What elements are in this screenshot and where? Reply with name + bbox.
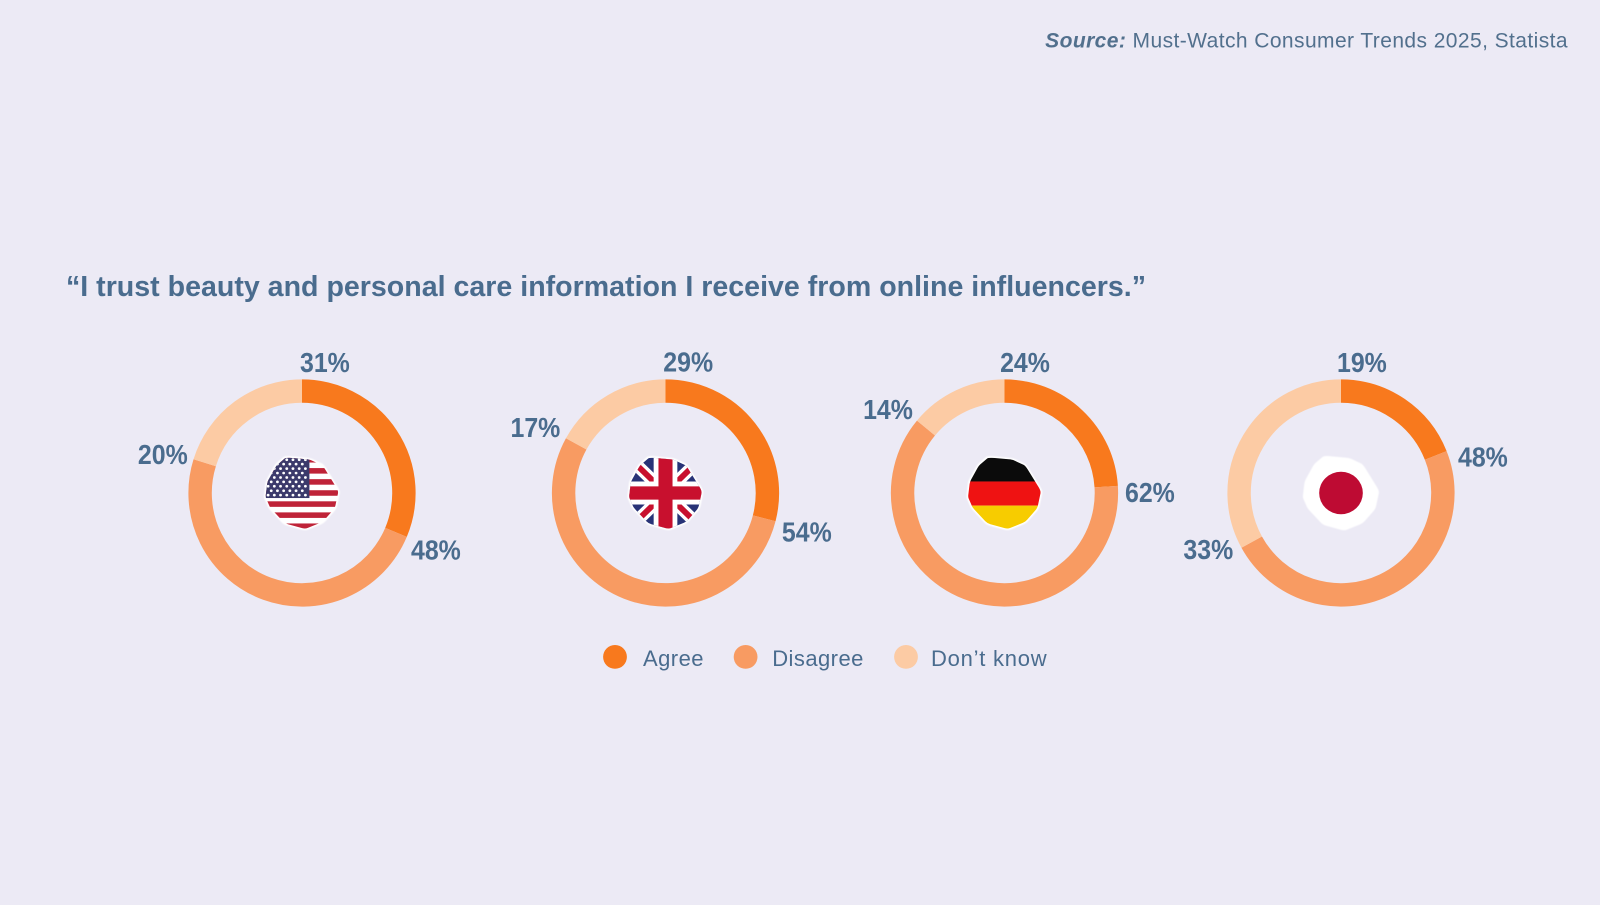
svg-text:62%: 62% <box>1125 477 1175 508</box>
svg-text:24%: 24% <box>1000 347 1050 378</box>
svg-text:19%: 19% <box>1337 347 1387 378</box>
svg-text:54%: 54% <box>782 517 832 548</box>
svg-text:31%: 31% <box>300 347 350 378</box>
svg-text:14%: 14% <box>863 394 913 425</box>
svg-text:33%: 33% <box>1183 534 1233 565</box>
svg-text:20%: 20% <box>138 439 188 470</box>
svg-text:48%: 48% <box>411 534 461 565</box>
svg-text:48%: 48% <box>1458 442 1508 473</box>
svg-text:Agree: Agree <box>643 646 704 671</box>
svg-text:Disagree: Disagree <box>772 646 864 671</box>
svg-text:Don’t know: Don’t know <box>931 646 1047 671</box>
svg-text:Source: Must-Watch Consumer Tr: Source: Must-Watch Consumer Trends 2025,… <box>1045 30 1568 53</box>
svg-text:17%: 17% <box>511 412 561 443</box>
svg-text:29%: 29% <box>663 347 713 378</box>
svg-text:“I trust beauty and personal c: “I trust beauty and personal care inform… <box>66 271 1146 303</box>
